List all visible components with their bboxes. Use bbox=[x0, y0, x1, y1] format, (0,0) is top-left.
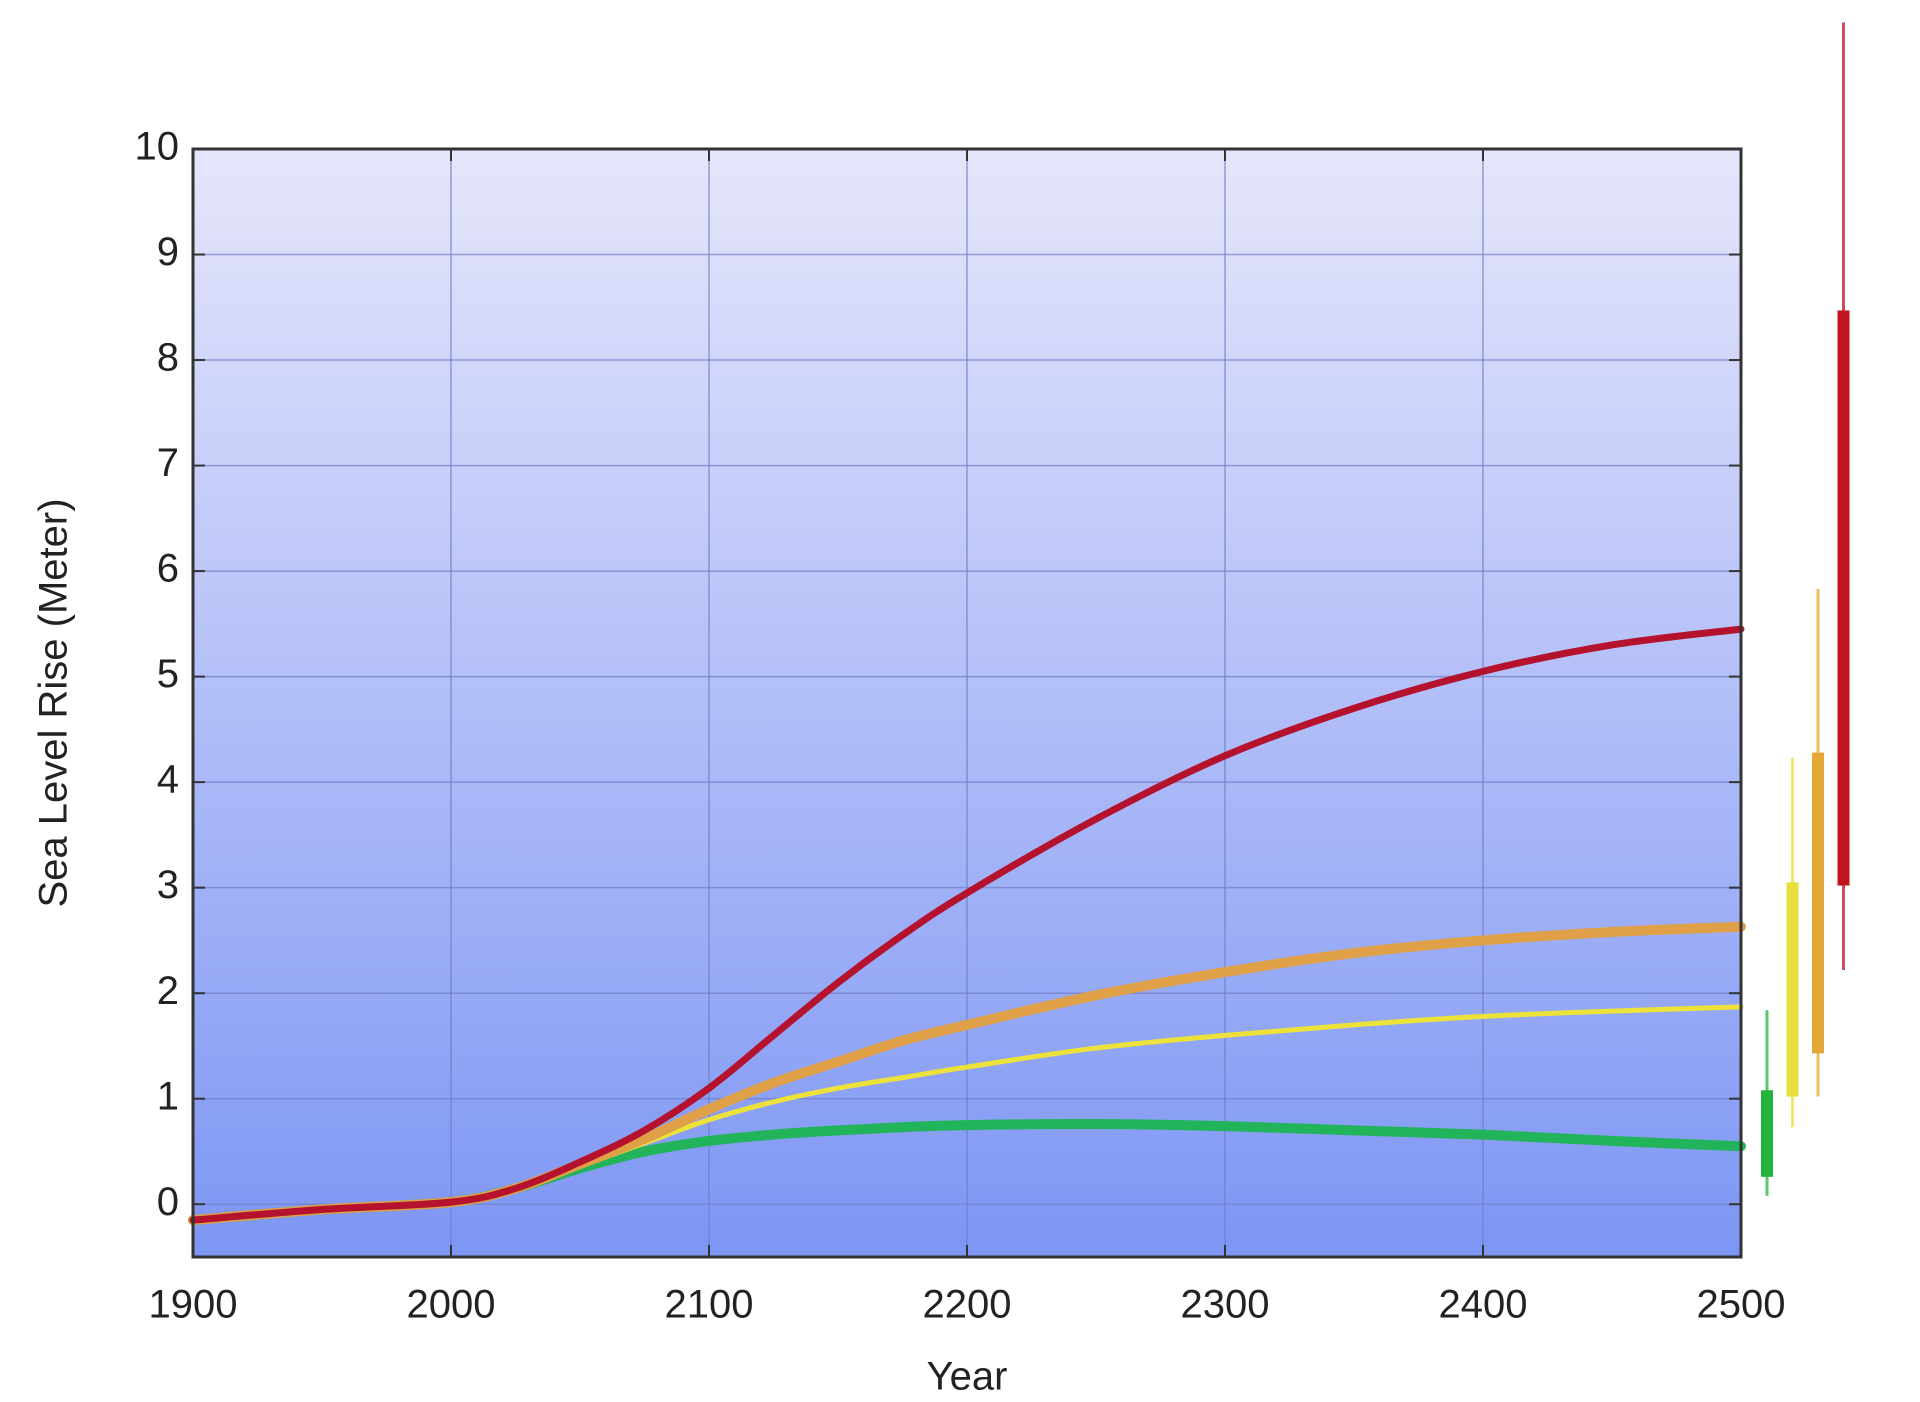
x-tick-label: 1900 bbox=[149, 1283, 238, 1327]
y-tick-label: 4 bbox=[157, 758, 179, 802]
range-box bbox=[1786, 882, 1799, 1097]
x-tick-label: 2400 bbox=[1439, 1283, 1528, 1327]
y-tick-label: 3 bbox=[157, 863, 179, 907]
x-tick-label: 2200 bbox=[923, 1283, 1012, 1327]
y-tick-label: 2 bbox=[157, 969, 179, 1013]
range-box bbox=[1761, 1090, 1773, 1177]
x-tick-label: 2300 bbox=[1181, 1283, 1270, 1327]
y-tick-label: 10 bbox=[135, 125, 180, 169]
x-tick-label: 2100 bbox=[665, 1283, 754, 1327]
x-tick-label: 2000 bbox=[407, 1283, 496, 1327]
y-tick-label: 0 bbox=[157, 1180, 179, 1224]
y-tick-label: 7 bbox=[157, 441, 179, 485]
range-box bbox=[1837, 310, 1850, 886]
x-tick-label: 2500 bbox=[1697, 1283, 1786, 1327]
y-tick-label: 1 bbox=[157, 1074, 179, 1118]
y-tick-label: 8 bbox=[157, 336, 179, 380]
series-line bbox=[189, 625, 1745, 1224]
y-tick-label: 6 bbox=[157, 547, 179, 591]
range-box bbox=[1812, 752, 1824, 1054]
x-axis-label: Year bbox=[927, 1355, 1008, 1399]
y-axis-label: Sea Level Rise (Meter) bbox=[32, 498, 76, 907]
y-tick-label: 9 bbox=[157, 230, 179, 274]
y-tick-label: 5 bbox=[157, 652, 179, 696]
